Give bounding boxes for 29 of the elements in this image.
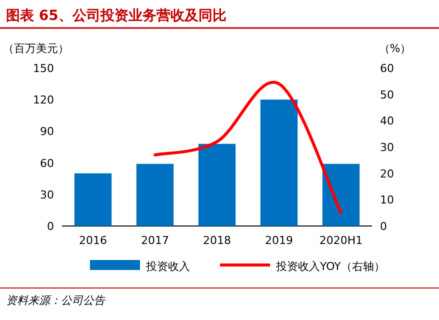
y-tick-label: 60 (40, 156, 54, 170)
y2-tick-label: 20 (380, 167, 394, 180)
y-tick-label: 0 (47, 220, 54, 233)
y2-tick-label: 0 (380, 220, 387, 233)
y2-tick-label: 10 (380, 194, 394, 207)
y-axis-title: （百万美元） (3, 42, 69, 55)
chart-title: 图表 65、公司投资业务营收及同比 (6, 8, 226, 24)
y-tick-label: 90 (40, 125, 54, 138)
y2-tick-label: 50 (380, 88, 394, 102)
x-tick-label: 2016 (79, 234, 107, 247)
bar (74, 173, 112, 226)
y-tick-label: 30 (40, 188, 54, 202)
x-tick-label: 2019 (265, 234, 293, 247)
x-tick-label: 2020H1 (319, 234, 363, 247)
x-tick-label: 2017 (141, 234, 169, 247)
y-tick-label: 150 (33, 62, 54, 75)
bar (260, 100, 298, 226)
y-tick-label: 120 (33, 94, 54, 107)
y2-tick-label: 30 (380, 141, 394, 154)
bar (136, 164, 174, 226)
bar (198, 144, 236, 226)
x-tick-label: 2018 (203, 234, 231, 247)
y2-tick-label: 40 (380, 114, 394, 128)
text: 资料来源：公司公告 (6, 294, 106, 307)
bar (322, 164, 360, 226)
y2-tick-label: 60 (380, 62, 394, 75)
legend-label: 投资收入YOY（右轴） (275, 260, 385, 273)
legend-label: 投资收入 (145, 260, 190, 273)
y2-axis-title: （%） (378, 42, 412, 55)
